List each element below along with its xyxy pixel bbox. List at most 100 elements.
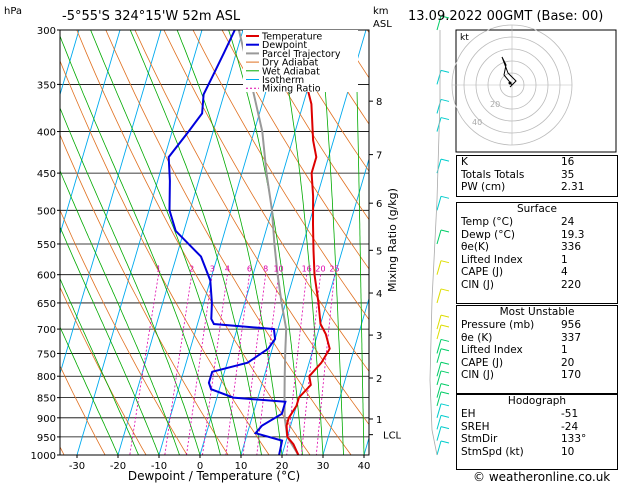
- dry-adiabat-line: [134, 30, 369, 426]
- stat-row: PW (cm) 2.31: [457, 181, 617, 194]
- mixing-ratio-label: 4: [225, 265, 230, 274]
- wind-barb: [436, 362, 442, 377]
- stat-row: Totals Totals 35: [457, 169, 617, 182]
- wet-adiabat-line: [60, 326, 119, 455]
- dry-adiabat-line: [250, 30, 369, 221]
- isotherm-line: [60, 30, 162, 376]
- dry-adiabat-line: [192, 30, 369, 321]
- isotherm-line: [322, 296, 369, 455]
- wind-barb: [440, 370, 450, 374]
- y2-axis-label: Mixing Ratio (g/kg): [386, 188, 399, 292]
- mixing-ratio-line: [225, 274, 250, 455]
- date-title: 13.09.2022 00GMT (Base: 00): [408, 9, 603, 24]
- dry-adiabat-line: [60, 209, 188, 455]
- stat-row: EH -51: [457, 408, 617, 421]
- stat-row: CAPE (J) 4: [457, 266, 617, 279]
- stat-row: SREH -24: [457, 421, 617, 434]
- mixing-ratio-line: [301, 274, 321, 455]
- hodograph-title: Hodograph: [507, 395, 567, 407]
- isotherm-line: [281, 157, 369, 455]
- wind-barb: [440, 288, 450, 292]
- mixing-ratio-label: 25: [329, 265, 339, 274]
- dry-adiabat-line: [279, 30, 369, 172]
- mixing-ratio-line: [256, 274, 279, 455]
- mixing-ratio-line: [202, 274, 228, 455]
- indices-box: K 16 Totals Totals 35 PW (cm) 2.31: [456, 155, 618, 197]
- stat-value: 956: [561, 319, 582, 331]
- stat-value: 4: [561, 266, 568, 279]
- legend-item: Wet Adiabat: [262, 66, 320, 77]
- wind-barb: [440, 414, 450, 418]
- stat-label: Dewp (°C): [461, 228, 515, 241]
- wind-barb: [436, 403, 442, 418]
- mixing-ratio-line: [315, 274, 335, 455]
- wet-adiabat-line: [228, 30, 303, 455]
- stat-row: CAPE (J) 20: [457, 357, 617, 370]
- stat-value: 19.3: [561, 228, 585, 241]
- dry-adiabat-line: [60, 286, 147, 455]
- wind-barb: [440, 69, 450, 73]
- most-unstable-title: Most Unstable: [499, 306, 575, 318]
- stat-row: CIN (J) 220: [457, 279, 617, 292]
- location-title: -5°55'S 324°15'W 52m ASL: [62, 9, 241, 24]
- stat-row: Temp (°C) 24: [457, 216, 617, 229]
- km-tick-label: 2: [376, 374, 382, 385]
- wet-adiabat-line: [60, 226, 160, 455]
- stat-value: -51: [561, 408, 579, 420]
- isotherm-line: [199, 30, 326, 455]
- stat-row: Dewp (°C) 19.3: [457, 229, 617, 242]
- credit-text: © weatheronline.co.uk: [473, 470, 610, 484]
- temp-tick-label: 20: [276, 461, 289, 472]
- isotherm-line: [158, 30, 285, 455]
- pressure-tick-label: 650: [37, 299, 56, 310]
- stat-label: CAPE (J): [461, 356, 504, 369]
- stat-value: 1: [561, 253, 568, 266]
- pressure-tick-label: 550: [37, 240, 56, 251]
- mixing-ratio-label: 3: [210, 265, 215, 274]
- wind-barb: [436, 229, 442, 245]
- pressure-tick-label: 750: [37, 349, 56, 360]
- wind-barb: [436, 324, 442, 340]
- hodograph-unit: kt: [460, 33, 469, 43]
- stat-value: 1: [561, 344, 568, 357]
- dry-adiabat-line: [60, 59, 270, 455]
- stat-value: 133°: [561, 433, 587, 446]
- stat-value: 336: [561, 241, 582, 254]
- temp-tick-label: 0: [197, 461, 203, 472]
- wind-barb: [440, 383, 450, 387]
- wet-adiabat-line: [319, 30, 344, 455]
- km-tick-label: 3: [376, 331, 382, 342]
- x-axis-label: Dewpoint / Temperature (°C): [128, 469, 300, 483]
- stat-row: K 16: [457, 156, 617, 169]
- wind-barb: [440, 260, 450, 264]
- pressure-tick-label: 900: [37, 414, 56, 425]
- isotherm-line: [117, 30, 244, 455]
- stat-label: Pressure (mb): [461, 319, 535, 331]
- dry-adiabat-line: [105, 30, 352, 455]
- pressure-tick-label: 850: [37, 394, 56, 405]
- hodograph-ring-label: 40: [472, 118, 482, 127]
- mixing-ratio-line: [186, 274, 213, 455]
- wind-barb: [436, 426, 442, 441]
- stat-label: SREH: [461, 420, 490, 433]
- pressure-tick-label: 450: [37, 169, 56, 180]
- wind-barb: [440, 361, 450, 365]
- wind-barb: [440, 117, 450, 121]
- temp-tick-label: -30: [69, 461, 85, 472]
- temp-tick-label: 30: [317, 461, 330, 472]
- mixing-ratio-line: [286, 274, 308, 455]
- wind-barb: [440, 403, 450, 407]
- wet-adiabat-line: [176, 30, 283, 455]
- wind-barb: [440, 440, 450, 444]
- stat-label: Totals Totals: [461, 168, 525, 181]
- isotherm-line: [0, 30, 38, 455]
- km-tick-label: 7: [376, 151, 382, 162]
- stat-label: θe(K): [461, 241, 489, 254]
- dry-adiabat-line: [60, 365, 106, 455]
- stat-value: 10: [561, 445, 575, 458]
- mixing-ratio-label: 8: [263, 265, 268, 274]
- isotherm-line: [60, 30, 121, 236]
- dry-adiabat-line: [60, 133, 229, 455]
- wind-barb: [440, 229, 450, 233]
- hodograph: kt 20 40: [451, 24, 617, 153]
